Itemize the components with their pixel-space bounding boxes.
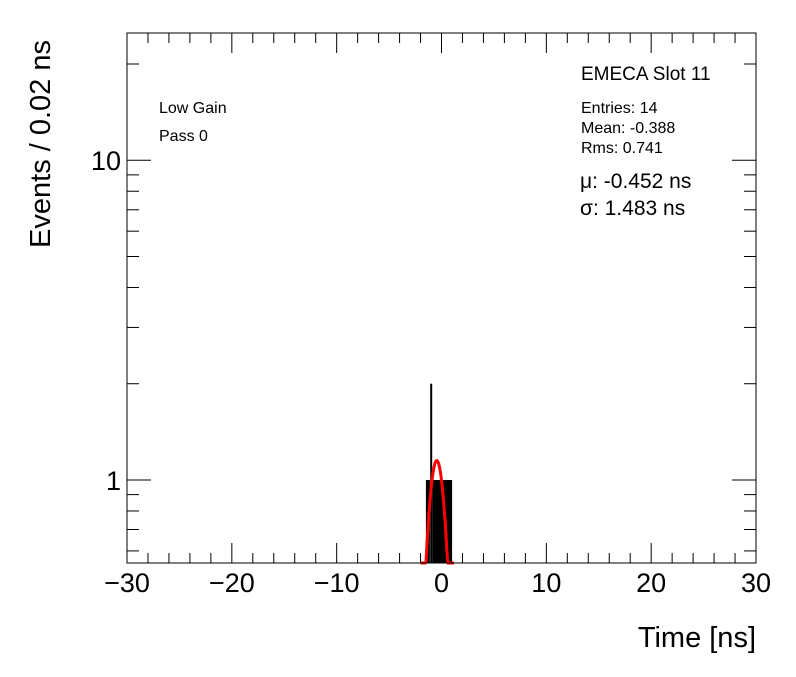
y-axis-title: Events / 0.02 ns [25, 40, 57, 248]
stat-mean: Mean: -0.388 [581, 120, 675, 137]
x-tick-label: 30 [741, 568, 771, 598]
axis-ticks [126, 33, 757, 563]
chart-title: EMECA Slot 11 [581, 64, 711, 85]
x-tick-label: −30 [104, 568, 150, 598]
histogram-bin [433, 480, 438, 563]
fit-sigma: σ: 1.483 ns [580, 197, 685, 220]
histogram-bin [430, 383, 433, 563]
stat-rms: Rms: 0.741 [581, 140, 663, 157]
stat-entries: Entries: 14 [581, 100, 658, 117]
x-axis-title: Time [ns] [638, 622, 756, 654]
y-tick-label: 1 [106, 466, 121, 496]
histogram-bin [439, 480, 443, 563]
fit-mu: μ: -0.452 ns [580, 170, 691, 193]
x-tick-label: 0 [434, 568, 449, 598]
tick-labels: −30 −20 −10 0 10 20 30 1 10 [91, 146, 771, 598]
histogram-bin [435, 480, 440, 563]
x-tick-label: −10 [314, 568, 360, 598]
x-tick-label: −20 [209, 568, 255, 598]
histogram-bin [446, 480, 450, 563]
annotation-gain: Low Gain [159, 100, 227, 117]
annotation-pass: Pass 0 [159, 128, 208, 145]
y-tick-label: 10 [91, 146, 121, 176]
x-tick-label: 20 [636, 568, 666, 598]
histogram-bin [448, 480, 453, 563]
x-tick-label: 10 [531, 568, 561, 598]
histogram-bins [425, 383, 453, 563]
fit-curve [424, 458, 450, 565]
